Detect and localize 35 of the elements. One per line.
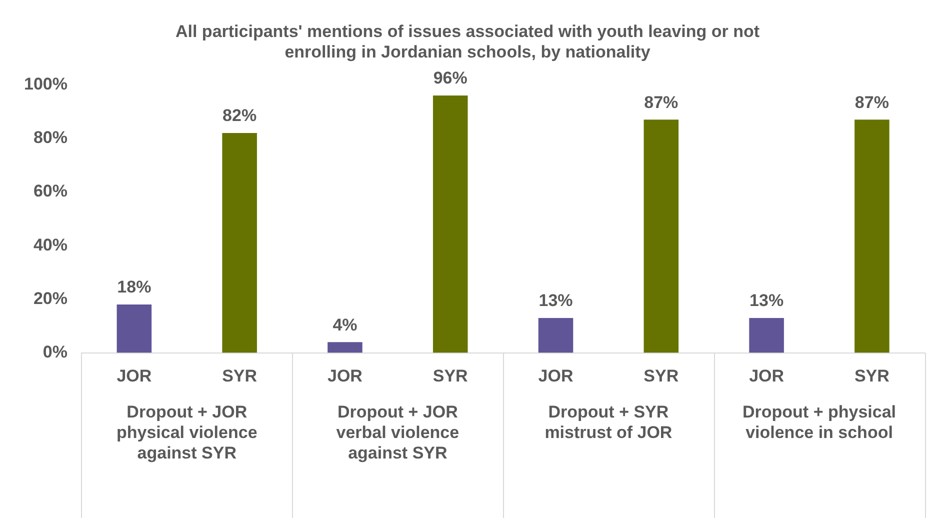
y-tick-label: 80%: [33, 128, 68, 148]
data-label: 96%: [433, 68, 468, 88]
text: SYR: [222, 366, 258, 386]
x-tick-label: Dropout + JOR physical violence against SYR: [116, 402, 258, 462]
data-label: 13%: [538, 291, 573, 310]
bar: [749, 318, 784, 353]
text: JOR: [327, 366, 362, 386]
y-tick-label: 60%: [33, 182, 68, 201]
text: SYR: [432, 366, 468, 386]
chart-title: All participants' mentions of issues associated with youth leaving or not enrolling in Jordanian schools, by nationality: [175, 22, 760, 62]
data-label: 18%: [117, 278, 152, 297]
bar: [538, 318, 574, 353]
x-tick-label: Dropout + SYR mistrust of JOR: [544, 402, 672, 442]
bar: [116, 304, 152, 353]
series-label: JOR: [116, 366, 152, 386]
bar: [854, 120, 890, 353]
data-label: 13%: [750, 291, 784, 310]
bar: [644, 120, 679, 353]
data-label: 87%: [644, 92, 678, 112]
text: JOR: [538, 366, 574, 386]
data-label: 4%: [332, 315, 358, 334]
y-tick-label: 40%: [33, 235, 68, 254]
y-tick-label: 20%: [33, 288, 68, 308]
y-tick-label: 0%: [42, 342, 68, 362]
data-label: 87%: [854, 92, 889, 112]
bar: [432, 96, 468, 353]
text: SYR: [854, 366, 890, 386]
bar: [222, 133, 257, 353]
series-label: SYR: [644, 366, 679, 386]
x-tick-label: Dropout + JOR verbal violence against SYR: [336, 402, 460, 462]
bar: [328, 342, 362, 353]
x-tick-label: Dropout + physical violence in school: [742, 402, 896, 442]
y-tick-label: 100%: [24, 74, 68, 94]
text: JOR: [749, 366, 784, 386]
data-label: 82%: [222, 106, 257, 126]
